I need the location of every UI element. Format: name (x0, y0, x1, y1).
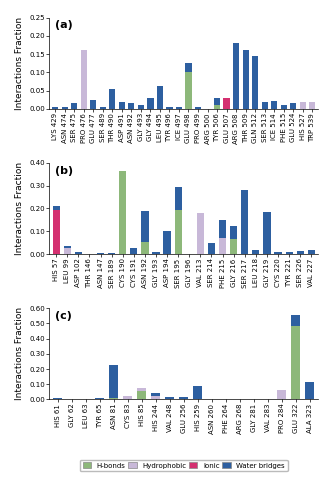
Bar (219, 238, 226, 254)
Bar (166, 107, 172, 109)
Bar (308, 250, 315, 254)
Bar (52, 107, 58, 109)
Bar (141, 211, 149, 242)
Bar (262, 102, 268, 109)
Bar (271, 101, 277, 109)
Bar (185, 72, 191, 109)
Bar (290, 104, 296, 109)
Text: (a): (a) (55, 20, 73, 30)
Bar (291, 326, 300, 400)
Bar (71, 104, 77, 109)
Bar (174, 187, 182, 210)
Bar (123, 396, 132, 400)
Bar (176, 107, 182, 109)
Bar (157, 86, 163, 109)
Bar (291, 315, 300, 326)
Bar (242, 50, 249, 109)
Bar (281, 106, 287, 109)
Bar (64, 246, 71, 248)
Bar (164, 232, 171, 254)
Bar (208, 243, 215, 254)
Bar (100, 107, 106, 109)
Bar (221, 398, 230, 400)
Bar (53, 210, 60, 254)
Bar (277, 390, 286, 400)
Bar (119, 171, 126, 254)
Bar (151, 394, 160, 396)
Bar (233, 43, 239, 109)
Bar (274, 252, 282, 254)
Bar (128, 104, 135, 109)
Bar (151, 396, 160, 400)
Bar (195, 107, 201, 109)
Text: (b): (b) (55, 166, 73, 175)
Y-axis label: Interactions Fraction: Interactions Fraction (15, 162, 24, 255)
Bar (193, 386, 202, 400)
Bar (230, 240, 237, 254)
Bar (95, 398, 104, 400)
Bar (197, 213, 204, 254)
Bar (137, 391, 146, 400)
Bar (119, 102, 125, 109)
Bar (97, 253, 104, 254)
Bar (109, 89, 116, 109)
Bar (252, 250, 259, 254)
Bar (64, 248, 71, 254)
Bar (252, 56, 258, 109)
Bar (109, 398, 118, 400)
Bar (147, 98, 154, 109)
Bar (141, 242, 149, 254)
Bar (130, 248, 138, 254)
Bar (241, 190, 248, 254)
Bar (214, 106, 220, 109)
Bar (185, 63, 191, 72)
Text: (c): (c) (55, 311, 72, 321)
Bar (75, 252, 82, 254)
Bar (214, 98, 220, 106)
Legend: H-bonds, Hydrophobic, Ionic, Water bridges: H-bonds, Hydrophobic, Ionic, Water bridg… (80, 460, 288, 471)
Bar (179, 397, 188, 400)
Bar (67, 398, 76, 400)
Bar (300, 102, 306, 109)
Bar (223, 98, 230, 109)
Bar (285, 252, 293, 254)
Bar (174, 210, 182, 254)
Bar (263, 212, 271, 254)
Bar (219, 220, 226, 238)
Y-axis label: Interactions Fraction: Interactions Fraction (15, 16, 24, 110)
Bar (230, 226, 237, 239)
Bar (138, 106, 144, 109)
Bar (53, 398, 62, 400)
Y-axis label: Interactions Fraction: Interactions Fraction (15, 307, 24, 400)
Bar (297, 251, 304, 254)
Bar (53, 206, 60, 210)
Bar (165, 397, 174, 400)
Bar (109, 365, 118, 398)
Bar (309, 102, 315, 109)
Bar (81, 50, 87, 109)
Bar (108, 253, 115, 254)
Bar (137, 388, 146, 391)
Bar (153, 252, 160, 254)
Bar (305, 382, 314, 400)
Bar (62, 107, 68, 109)
Bar (90, 100, 96, 109)
